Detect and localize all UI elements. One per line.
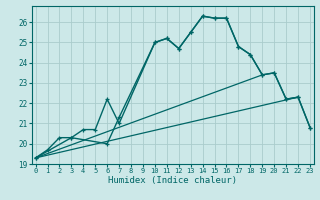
X-axis label: Humidex (Indice chaleur): Humidex (Indice chaleur) — [108, 176, 237, 185]
